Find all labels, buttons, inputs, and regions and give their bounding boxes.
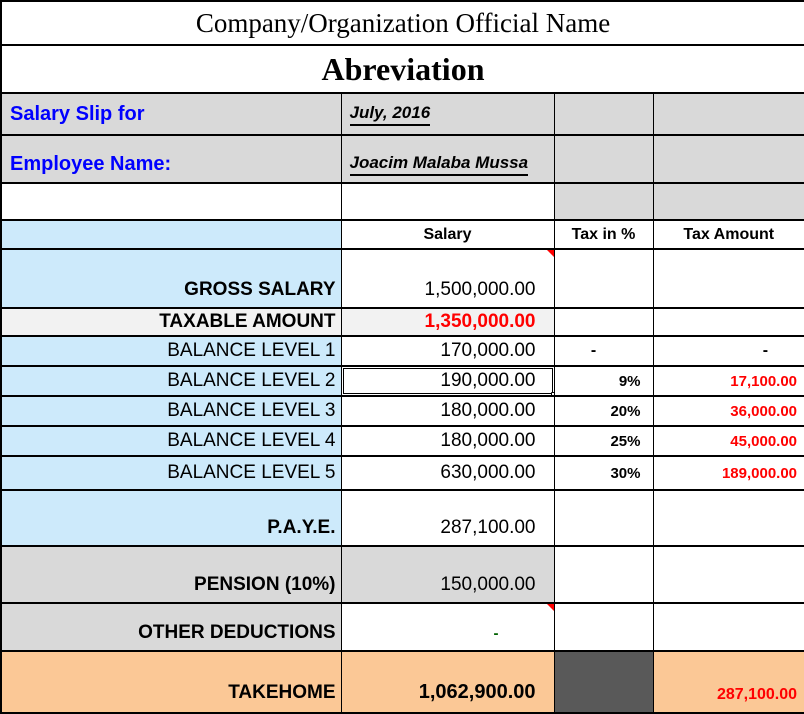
balance-level-5-tax-pct[interactable]: 30%: [553, 455, 654, 491]
empty-cell[interactable]: [0, 182, 342, 221]
header-spacer-cell[interactable]: [0, 219, 342, 250]
balance-level-2-tax-pct[interactable]: 9%: [553, 365, 654, 397]
empty-cell[interactable]: [652, 92, 804, 136]
balance-level-3-label[interactable]: BALANCE LEVEL 3: [0, 395, 342, 427]
other-deductions-value[interactable]: -: [340, 602, 555, 652]
empty-cell[interactable]: [652, 602, 804, 652]
pension-label[interactable]: PENSION (10%): [0, 545, 342, 604]
column-header-tax-amount[interactable]: Tax Amount: [652, 219, 804, 250]
balance-level-1-salary[interactable]: 170,000.00: [340, 335, 555, 367]
empty-cell[interactable]: [652, 307, 804, 337]
empty-cell[interactable]: [553, 489, 654, 547]
takehome-tax-amount[interactable]: 287,100.00: [652, 650, 804, 714]
empty-cell[interactable]: [652, 489, 804, 547]
balance-level-4-label[interactable]: BALANCE LEVEL 4: [0, 425, 342, 457]
company-name-title[interactable]: Company/Organization Official Name: [0, 0, 804, 46]
other-deductions-label[interactable]: OTHER DEDUCTIONS: [0, 602, 342, 652]
taxable-amount-label[interactable]: TAXABLE AMOUNT: [0, 307, 342, 337]
paye-value[interactable]: 287,100.00: [340, 489, 555, 547]
column-header-salary[interactable]: Salary: [340, 219, 555, 250]
gross-salary-value[interactable]: 1,500,000.00: [340, 248, 555, 309]
empty-cell[interactable]: [340, 182, 555, 221]
paye-label[interactable]: P.A.Y.E.: [0, 489, 342, 547]
taxable-amount-value[interactable]: 1,350,000.00: [340, 307, 555, 337]
balance-level-5-salary[interactable]: 630,000.00: [340, 455, 555, 491]
balance-level-1-tax-amount[interactable]: -: [652, 335, 804, 367]
balance-level-1-label[interactable]: BALANCE LEVEL 1: [0, 335, 342, 367]
balance-level-5-tax-amount[interactable]: 189,000.00: [652, 455, 804, 491]
takehome-label[interactable]: TAKEHOME: [0, 650, 342, 714]
comment-indicator-icon: [546, 251, 553, 257]
takehome-value[interactable]: 1,062,900.00: [340, 650, 555, 714]
empty-cell[interactable]: [553, 307, 654, 337]
empty-cell[interactable]: [553, 602, 654, 652]
balance-level-4-salary[interactable]: 180,000.00: [340, 425, 555, 457]
empty-cell[interactable]: [652, 545, 804, 604]
salary-slip-for-label[interactable]: Salary Slip for: [0, 92, 342, 136]
comment-indicator-icon: [546, 605, 553, 611]
fill-handle[interactable]: [550, 392, 553, 394]
period-cell[interactable]: July, 2016: [340, 92, 555, 136]
employee-name-cell[interactable]: Joacim Malaba Mussa: [340, 134, 555, 184]
balance-level-3-salary[interactable]: 180,000.00: [340, 395, 555, 427]
abbreviation-title[interactable]: Abreviation: [0, 44, 804, 94]
empty-cell[interactable]: [553, 248, 654, 309]
pension-value[interactable]: 150,000.00: [340, 545, 555, 604]
column-header-tax-pct[interactable]: Tax in %: [553, 219, 654, 250]
employee-name-label[interactable]: Employee Name:: [0, 134, 342, 184]
balance-level-2-label[interactable]: BALANCE LEVEL 2: [0, 365, 342, 397]
empty-cell[interactable]: [652, 134, 804, 184]
empty-cell[interactable]: [553, 545, 654, 604]
balance-level-3-tax-pct[interactable]: 20%: [553, 395, 654, 427]
employee-name-value: Joacim Malaba Mussa: [349, 153, 529, 176]
takehome-blocked-cell[interactable]: [553, 650, 654, 714]
balance-level-4-tax-pct[interactable]: 25%: [553, 425, 654, 457]
gross-salary-label[interactable]: GROSS SALARY: [0, 248, 342, 309]
balance-level-3-tax-amount[interactable]: 36,000.00: [652, 395, 804, 427]
period-value: July, 2016: [349, 103, 431, 126]
empty-cell[interactable]: [553, 92, 654, 136]
balance-level-2-tax-amount[interactable]: 17,100.00: [652, 365, 804, 397]
balance-level-5-label[interactable]: BALANCE LEVEL 5: [0, 455, 342, 491]
empty-cell[interactable]: [553, 134, 654, 184]
empty-cell[interactable]: [652, 182, 804, 221]
balance-level-2-salary-selected-cell[interactable]: 190,000.00: [340, 365, 555, 397]
empty-cell[interactable]: [553, 182, 654, 221]
balance-level-4-tax-amount[interactable]: 45,000.00: [652, 425, 804, 457]
balance-level-1-tax-pct[interactable]: -: [553, 335, 654, 367]
empty-cell[interactable]: [652, 248, 804, 309]
